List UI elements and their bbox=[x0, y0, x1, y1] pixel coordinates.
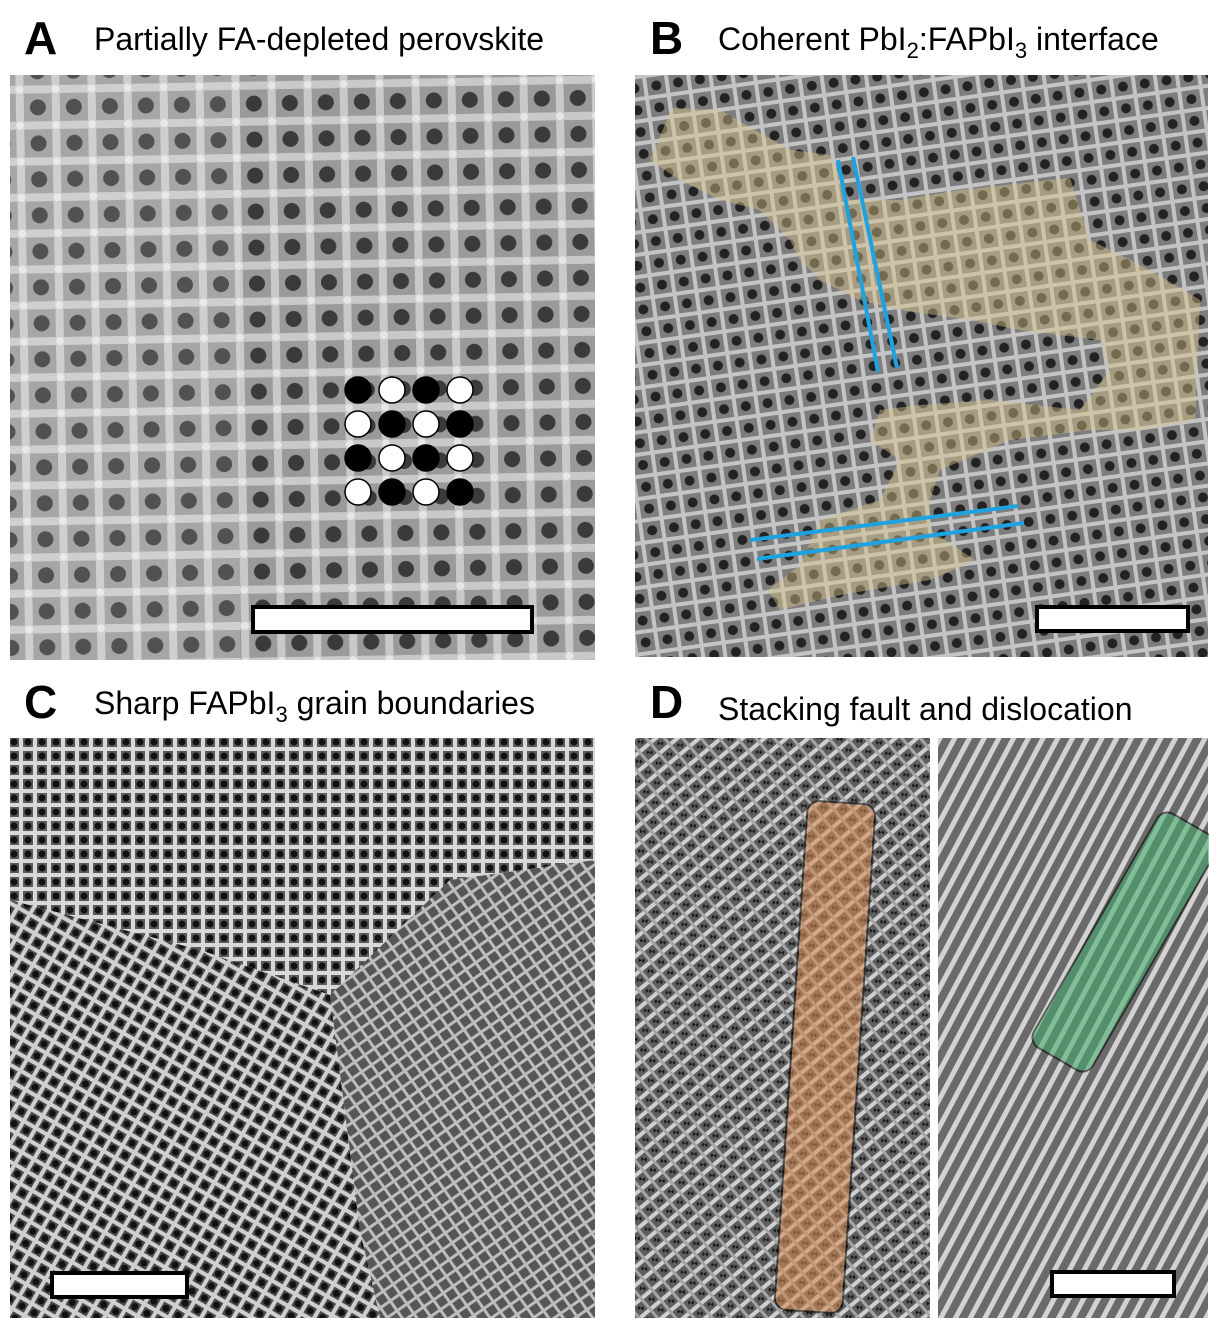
title-part: Sharp FAPbI bbox=[94, 685, 275, 721]
title-part: grain boundaries bbox=[288, 685, 535, 721]
figure: A Partially FA-depleted perovskite B Coh… bbox=[0, 0, 1209, 1319]
title-part: Coherent PbI bbox=[718, 21, 907, 57]
title-part: interface bbox=[1027, 21, 1159, 57]
title-subscript: 3 bbox=[275, 702, 287, 727]
panel-title: Partially FA-depleted perovskite bbox=[94, 21, 544, 57]
panel-title: Sharp FAPbI3 grain boundaries bbox=[94, 685, 535, 727]
panel-label: B bbox=[650, 12, 683, 64]
panel-label: C bbox=[24, 676, 57, 728]
panel-label: A bbox=[24, 12, 57, 64]
scale-bar bbox=[1052, 1272, 1174, 1296]
scale-bar bbox=[1037, 607, 1188, 631]
panel-label: D bbox=[650, 676, 683, 728]
panel-title: Stacking fault and dislocation bbox=[718, 691, 1132, 727]
panel-title: Coherent PbI2:FAPbI3 interface bbox=[718, 21, 1159, 63]
scale-bar bbox=[52, 1273, 187, 1297]
micrograph-region bbox=[10, 75, 240, 660]
title-part: Stacking fault and dislocation bbox=[718, 691, 1132, 727]
title-part: Partially FA-depleted perovskite bbox=[94, 21, 544, 57]
title-subscript: 3 bbox=[1015, 38, 1027, 63]
title-subscript: 2 bbox=[907, 38, 919, 63]
scale-bar bbox=[253, 607, 532, 632]
title-part: :FAPbI bbox=[919, 21, 1015, 57]
